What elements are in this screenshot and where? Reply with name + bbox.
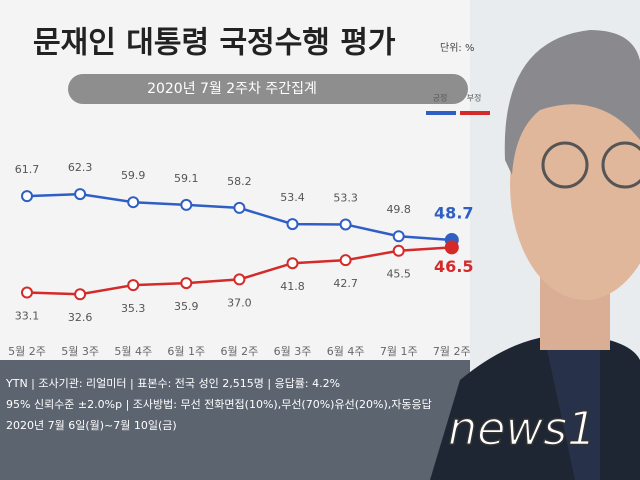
point	[180, 277, 193, 290]
value-label: 62.3	[68, 161, 93, 174]
point	[21, 190, 33, 203]
hair	[504, 30, 640, 175]
point	[127, 196, 140, 209]
point	[74, 188, 87, 201]
subtitle: 2020년 7월 2주차 주간집계	[147, 81, 317, 97]
value-label: 53.4	[280, 191, 305, 204]
point	[21, 286, 33, 299]
portrait	[430, 0, 640, 480]
point	[233, 201, 246, 214]
point	[74, 288, 87, 301]
value-label: 49.8	[386, 203, 411, 216]
point	[392, 244, 405, 257]
value-label: 58.2	[227, 175, 252, 188]
x-tick-label: 6월 2주	[221, 345, 259, 358]
subtitle-pill	[68, 74, 468, 104]
legend-swatch	[460, 111, 490, 115]
footnote: 2020년 7월 6일(월)~7월 10일(금)	[6, 418, 177, 432]
value-label: 32.6	[68, 311, 93, 324]
chart-title: 문재인 대통령 국정수행 평가	[33, 26, 396, 61]
point	[339, 254, 352, 267]
x-tick-label: 7월 1주	[380, 345, 418, 358]
footnote: YTN | 조사기관: 리얼미터 | 표본수: 전국 성인 2,515명 | 응…	[5, 376, 340, 390]
legend-swatch	[426, 111, 456, 115]
x-tick-label: 6월 1주	[167, 345, 205, 358]
footer-panel	[0, 360, 470, 480]
value-label: 45.5	[386, 268, 411, 281]
value-label: 46.5	[434, 257, 473, 276]
legend-label: 부정	[467, 93, 482, 103]
value-label: 33.1	[15, 310, 40, 323]
value-label: 61.7	[15, 163, 40, 176]
x-tick-label: 7월 2주	[433, 345, 471, 358]
value-label: 59.9	[121, 169, 146, 182]
point	[180, 198, 193, 211]
point	[339, 218, 352, 231]
point	[444, 240, 459, 255]
value-label: 37.0	[227, 296, 252, 309]
value-label: 41.8	[280, 280, 305, 293]
value-label: 53.3	[333, 191, 358, 204]
point	[127, 279, 140, 292]
x-tick-label: 5월 3주	[61, 345, 99, 358]
point	[286, 218, 299, 231]
x-tick-label: 5월 2주	[8, 345, 46, 358]
point	[233, 273, 246, 286]
watermark: news1	[448, 402, 596, 456]
legend-label: 긍정	[433, 93, 448, 103]
tie	[545, 340, 600, 480]
point	[286, 257, 299, 270]
x-tick-label: 6월 3주	[274, 345, 312, 358]
value-label: 59.1	[174, 172, 199, 185]
x-tick-label: 5월 4주	[114, 345, 152, 358]
footnote: 95% 신뢰수준 ±2.0%p | 조사방법: 무선 전화면접(10%),무선(…	[6, 398, 432, 411]
glasses	[601, 141, 640, 189]
glasses	[541, 141, 589, 189]
value-label: 35.3	[121, 302, 146, 315]
point	[392, 230, 405, 243]
value-label: 42.7	[333, 277, 358, 290]
unit-note: 단위: %	[440, 41, 474, 54]
x-tick-label: 6월 4주	[327, 345, 365, 358]
value-label: 35.9	[174, 300, 199, 313]
value-label: 48.7	[434, 203, 473, 222]
